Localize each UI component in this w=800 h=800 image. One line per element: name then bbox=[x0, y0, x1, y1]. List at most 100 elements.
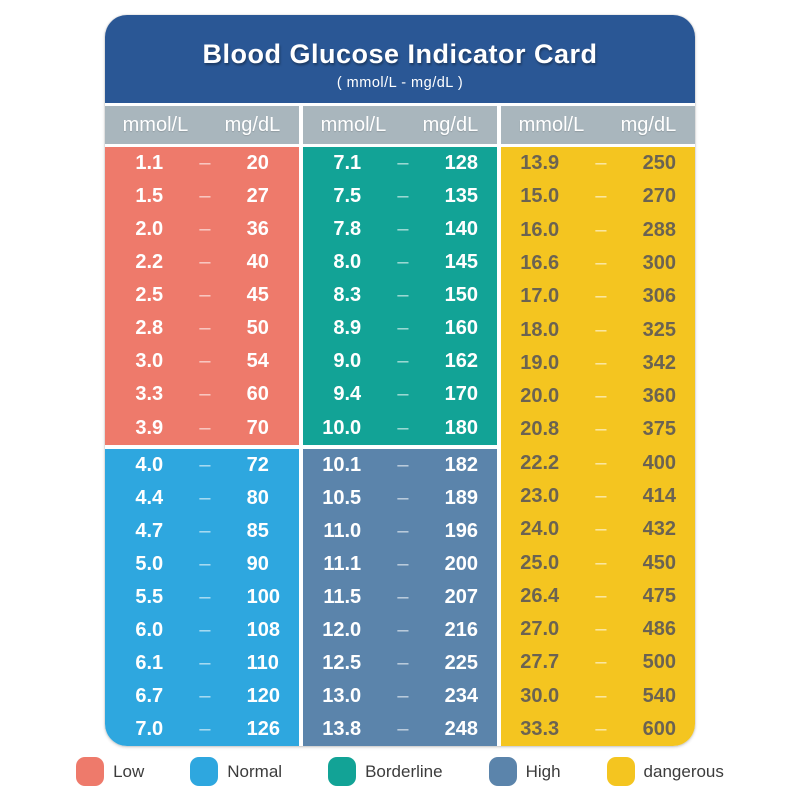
table-row: 11.1 – 200 bbox=[303, 548, 497, 581]
dash-separator: – bbox=[397, 317, 409, 340]
dash-separator: – bbox=[397, 585, 409, 608]
mgdl-value: 182 bbox=[444, 453, 478, 476]
mmol-value: 6.7 bbox=[135, 684, 164, 707]
dash-separator: – bbox=[199, 218, 211, 241]
section-borderline: 7.1–128 7.5–135 7.8–140 8.0–145 8.3–150 8.9–1… bbox=[303, 147, 497, 445]
dash-separator: – bbox=[595, 717, 607, 740]
card-title: Blood Glucose Indicator Card bbox=[202, 39, 598, 69]
mgdl-value: 196 bbox=[444, 519, 478, 542]
dash-separator: – bbox=[595, 451, 607, 474]
mmol-value: 2.0 bbox=[135, 218, 164, 241]
table-row: 2.5 – 45 bbox=[105, 279, 299, 312]
table-row: 20.0 – 360 bbox=[501, 380, 695, 413]
mgdl-value: 234 bbox=[444, 684, 478, 707]
mmol-value: 11.1 bbox=[323, 552, 362, 575]
table-row: 3.9 – 70 bbox=[105, 412, 299, 445]
mmol-value: 9.0 bbox=[333, 350, 362, 373]
table-row: 2.0 – 36 bbox=[105, 213, 299, 246]
mgdl-value: 135 bbox=[444, 185, 478, 208]
unit-header-segment: mmol/L mg/dL bbox=[501, 106, 695, 144]
mmol-value: 8.9 bbox=[333, 317, 362, 340]
mmol-value: 13.8 bbox=[322, 718, 362, 741]
mmol-value: 20.8 bbox=[520, 418, 560, 441]
table-row: 7.1 – 128 bbox=[303, 147, 497, 180]
dash-separator: – bbox=[199, 383, 211, 406]
dash-separator: – bbox=[397, 152, 409, 175]
section-normal: 4.0–72 4.4–80 4.7–85 5.0–90 5.5–100 6.0–108 6.… bbox=[105, 448, 299, 746]
legend-item-borderline: Borderline bbox=[328, 757, 443, 786]
dash-separator: – bbox=[199, 284, 211, 307]
dash-separator: – bbox=[199, 453, 211, 476]
mmol-value: 8.0 bbox=[333, 251, 362, 274]
unit-label-mmol: mmol/L bbox=[518, 113, 585, 136]
dash-separator: – bbox=[595, 684, 607, 707]
section-dangerous: 13.9 – 250 15.0 – 270 16.0 – 288 16.6 – 300 17.0 – 306… bbox=[501, 147, 695, 746]
mgdl-value: 70 bbox=[246, 416, 269, 439]
mgdl-value: 300 bbox=[642, 251, 676, 274]
mgdl-value: 85 bbox=[246, 519, 269, 542]
table-column-2: 7.1–128 7.5–135 7.8–140 8.0–145 8.3–150 8.9–1… bbox=[303, 147, 497, 746]
unit-label-mmol: mmol/L bbox=[122, 113, 189, 136]
table-column-3: 13.9 – 250 15.0 – 270 16.0 – 288 16.6 – 300 17.0 – 306… bbox=[501, 147, 695, 746]
section-high: 10.1 – 182 10.5 – 189 11.0 – 196 11.1 – 200 11.5 – 207… bbox=[303, 448, 497, 746]
mgdl-value: 288 bbox=[642, 218, 676, 241]
table-row: 10.1 – 182 bbox=[303, 449, 497, 482]
mgdl-value: 160 bbox=[444, 317, 478, 340]
table-row: 18.0 – 325 bbox=[501, 313, 695, 346]
table-row: 1.5 – 27 bbox=[105, 180, 299, 213]
card-header: Blood Glucose Indicator Card ( mmol/L - … bbox=[105, 15, 695, 103]
section-low: 1.1 – 20 1.5 – 27 2.0 – 36 2.2 – 40 2.5 – 45 2.8 – 50 3.0 –… bbox=[105, 147, 299, 445]
mgdl-value: 126 bbox=[246, 718, 280, 741]
dash-separator: – bbox=[397, 718, 409, 741]
mgdl-value: 145 bbox=[444, 251, 478, 274]
table-row: 6.7 – 120 bbox=[105, 680, 299, 713]
mmol-value: 1.5 bbox=[135, 185, 164, 208]
legend-swatch-low bbox=[76, 757, 105, 786]
mmol-value: 7.0 bbox=[135, 718, 164, 741]
mmol-value: 6.0 bbox=[135, 618, 164, 641]
legend: Low Normal Borderline High dangerous bbox=[0, 757, 800, 786]
card-subtitle: ( mmol/L - mg/dL ) bbox=[336, 75, 464, 91]
dash-separator: – bbox=[595, 618, 607, 641]
mmol-value: 10.5 bbox=[322, 486, 362, 509]
dash-separator: – bbox=[397, 453, 409, 476]
mgdl-value: 120 bbox=[246, 684, 280, 707]
mmol-value: 12.5 bbox=[322, 651, 362, 674]
mmol-value: 15.0 bbox=[520, 185, 560, 208]
mgdl-value: 225 bbox=[444, 651, 478, 674]
mmol-value: 13.9 bbox=[520, 152, 560, 175]
mmol-value: 5.0 bbox=[135, 552, 164, 575]
dash-separator: – bbox=[199, 350, 211, 373]
table-row: 11.5 – 207 bbox=[303, 581, 497, 614]
mmol-value: 1.1 bbox=[135, 152, 164, 175]
table-row: 1.1 – 20 bbox=[105, 147, 299, 180]
table-row: 11.0 – 196 bbox=[303, 515, 497, 548]
table-row: 9.4 – 170 bbox=[303, 378, 497, 411]
mmol-value: 7.1 bbox=[333, 152, 362, 175]
mmol-value: 3.0 bbox=[135, 350, 164, 373]
mgdl-value: 189 bbox=[444, 486, 478, 509]
mgdl-value: 140 bbox=[444, 218, 478, 241]
mgdl-value: 100 bbox=[246, 585, 280, 608]
dash-separator: – bbox=[199, 718, 211, 741]
mmol-value: 26.4 bbox=[520, 584, 560, 607]
table-row: 13.9 – 250 bbox=[501, 147, 695, 180]
dash-separator: – bbox=[397, 486, 409, 509]
table-row: 27.0 – 486 bbox=[501, 613, 695, 646]
table-body: 1.1 – 20 1.5 – 27 2.0 – 36 2.2 – 40 2.5 – 45 2.8 – 50 3.0 –… bbox=[105, 147, 695, 746]
dash-separator: – bbox=[397, 618, 409, 641]
mgdl-value: 27 bbox=[246, 185, 269, 208]
table-row: 22.2 – 400 bbox=[501, 447, 695, 480]
table-column-1: 1.1 – 20 1.5 – 27 2.0 – 36 2.2 – 40 2.5 – 45 2.8 – 50 3.0 –… bbox=[105, 147, 299, 746]
dash-separator: – bbox=[397, 684, 409, 707]
mgdl-value: 500 bbox=[642, 651, 676, 674]
dash-separator: – bbox=[397, 383, 409, 406]
table-row: 4.7 – 85 bbox=[105, 515, 299, 548]
legend-label: Borderline bbox=[365, 761, 443, 781]
dash-separator: – bbox=[199, 152, 211, 175]
mgdl-value: 375 bbox=[642, 418, 676, 441]
dash-separator: – bbox=[397, 185, 409, 208]
legend-item-high: High bbox=[488, 757, 561, 786]
dash-separator: – bbox=[199, 684, 211, 707]
dash-separator: – bbox=[595, 385, 607, 408]
